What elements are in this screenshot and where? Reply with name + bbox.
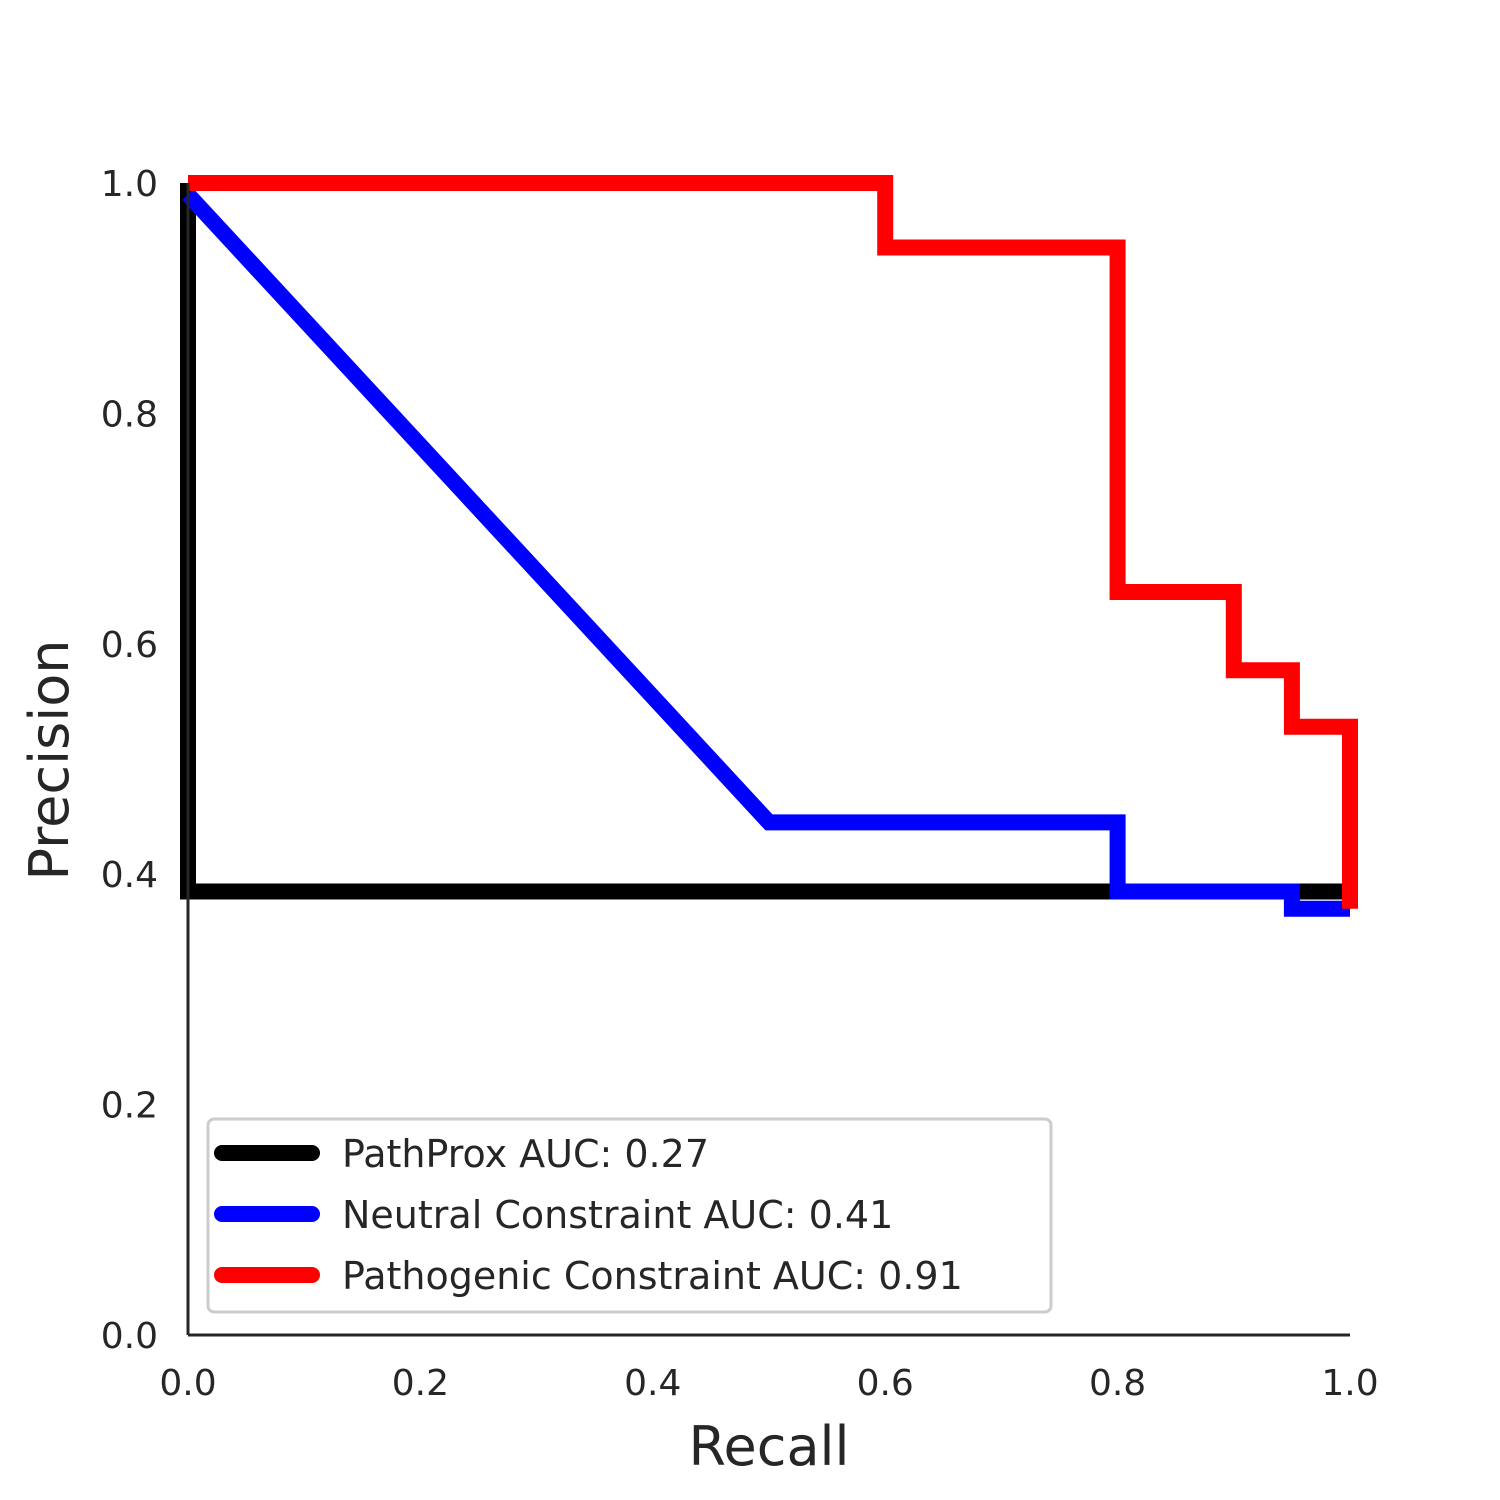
y-tick-label: 1.0 [101,164,158,205]
legend-box [206,1117,1053,1314]
series-line-1 [182,189,1350,917]
x-tick-label: 0.6 [857,1363,914,1404]
y-tick-label: 0.4 [101,855,158,896]
x-tick-label: 0.4 [624,1363,681,1404]
y-tick-label: 0.2 [101,1086,158,1127]
series-line-2 [188,175,1358,909]
legend: PathProx AUC: 0.27 Neutral Constraint AUC… [206,1117,1053,1314]
x-tick-label: 0.2 [392,1363,449,1404]
axes [186,183,1350,1337]
x-tick-label: 0.0 [159,1363,216,1404]
y-tick-label: 0.8 [101,394,158,435]
x-axis-title: Recall [688,1415,849,1478]
y-tick-label: 0.0 [101,1316,158,1357]
x-tick-label: 1.0 [1321,1363,1378,1404]
x-tick-label: 0.8 [1089,1363,1146,1404]
series-layer [180,175,1358,917]
y-tick-label: 0.6 [101,625,158,666]
legend-label-1: Neutral Constraint AUC: 0.41 [342,1193,893,1237]
series-line-0 [180,183,1350,900]
legend-label-0: PathProx AUC: 0.27 [342,1132,709,1176]
y-axis-title: Precision [18,640,81,881]
ticks: 0.0 0.2 0.4 0.6 0.8 1.0 0.0 0.2 0.4 0.6 0.8 1.0 [101,164,1379,1404]
legend-label-2: Pathogenic Constraint AUC: 0.91 [342,1254,963,1298]
